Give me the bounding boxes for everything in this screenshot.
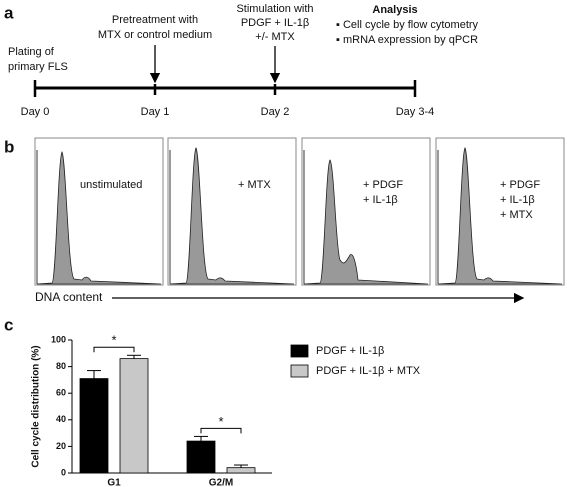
stimulation-text: +/- MTX	[255, 31, 295, 43]
day-label: Day 1	[141, 106, 170, 118]
y-tick-label: 80	[56, 361, 66, 371]
analysis-item: ▪ Cell cycle by flow cytometry	[336, 19, 479, 31]
bar	[226, 467, 256, 474]
histogram	[437, 147, 563, 285]
start-text: Plating of	[8, 46, 55, 58]
start-text: primary FLS	[8, 61, 68, 73]
axis-label: DNA content	[35, 290, 103, 304]
significance-bracket	[200, 427, 242, 434]
y-tick-label: 60	[56, 388, 66, 398]
bar	[186, 440, 216, 474]
legend-swatch	[290, 364, 309, 378]
significance-bracket	[93, 346, 135, 353]
condition-label: + MTX	[238, 179, 271, 191]
condition-label: + PDGF	[500, 179, 540, 191]
y-tick-label: 100	[51, 334, 66, 344]
histogram-box	[167, 137, 297, 286]
significance-label: *	[111, 333, 116, 348]
day-label: Day 0	[21, 106, 50, 118]
condition-label: + IL-1β	[500, 194, 535, 206]
analysis-title: Analysis	[372, 4, 417, 16]
pretreatment-text: Pretreatment with	[112, 14, 198, 26]
y-tick-label: 20	[56, 441, 66, 451]
legend-label: PDGF + IL-1β	[316, 345, 384, 357]
panel-label: b	[4, 137, 14, 156]
histogram-box	[34, 137, 164, 286]
panel-label: a	[4, 3, 14, 22]
bar	[119, 358, 149, 474]
day-label: Day 3-4	[396, 106, 435, 118]
y-tick-label: 0	[61, 467, 66, 477]
condition-label: + PDGF	[363, 179, 403, 191]
histogram	[303, 159, 429, 285]
x-tick-label: G2/M	[209, 478, 233, 487]
y-tick-label: 40	[56, 414, 66, 424]
stimulation-text: Stimulation with	[236, 3, 313, 15]
day-label: Day 2	[261, 106, 290, 118]
pretreatment-text: MTX or control medium	[98, 29, 212, 41]
condition-label: + IL-1β	[363, 194, 398, 206]
bar	[79, 378, 109, 474]
significance-label: *	[218, 414, 223, 429]
timeline-ticks	[33, 80, 417, 97]
analysis-item: ▪ mRNA expression by qPCR	[336, 34, 478, 46]
panel-label: c	[4, 315, 13, 334]
histogram	[36, 151, 162, 285]
histogram	[169, 147, 295, 285]
x-tick-label: G1	[107, 478, 121, 487]
y-axis-label: Cell cycle distribution (%)	[31, 345, 42, 467]
legend-label: PDGF + IL-1β + MTX	[316, 365, 421, 377]
histogram-box	[301, 137, 431, 286]
condition-label: + MTX	[500, 209, 533, 221]
stimulation-text: PDGF + IL-1β	[241, 17, 309, 29]
histogram-axes	[36, 150, 439, 284]
condition-label: unstimulated	[80, 179, 142, 191]
legend-swatch	[290, 344, 309, 358]
